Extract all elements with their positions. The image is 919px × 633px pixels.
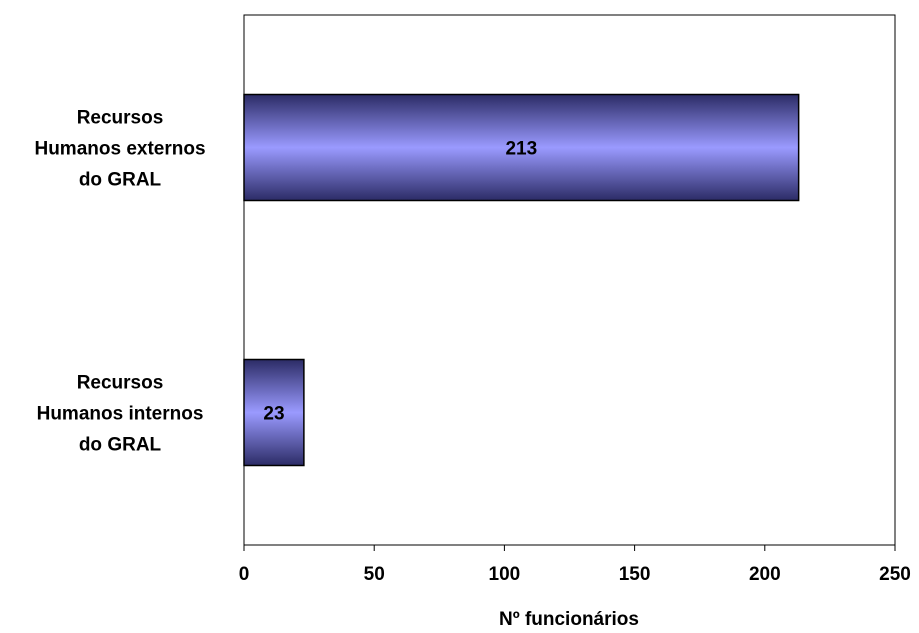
bars-layer: 213 23 bbox=[243, 93, 800, 467]
category-axis: Recursos Humanos externos do GRAL Recursos H… bbox=[34, 108, 205, 456]
category-label-line: Humanos internos bbox=[37, 404, 204, 425]
category-label-1: Recursos Humanos internos do GRAL bbox=[37, 373, 204, 456]
category-label-line: Humanos externos bbox=[34, 139, 205, 160]
category-label-0: Recursos Humanos externos do GRAL bbox=[34, 108, 205, 191]
x-axis-label: Nº funcionários bbox=[499, 609, 639, 630]
bar-0 bbox=[243, 93, 800, 202]
data-label-1: 23 bbox=[263, 404, 284, 425]
category-label-line: Recursos bbox=[77, 373, 164, 394]
x-tick-label: 150 bbox=[619, 564, 651, 585]
category-label-line: Recursos bbox=[77, 108, 164, 129]
category-label-line: do GRAL bbox=[79, 170, 162, 191]
category-label-line: do GRAL bbox=[79, 435, 162, 456]
bar-1 bbox=[243, 358, 305, 467]
x-tick-label: 200 bbox=[749, 564, 781, 585]
x-tick-label: 50 bbox=[364, 564, 385, 585]
x-tick-label: 0 bbox=[239, 564, 250, 585]
data-label-0: 213 bbox=[505, 139, 537, 160]
x-tick-label: 250 bbox=[879, 564, 911, 585]
x-axis: 0 50 100 150 200 250 bbox=[239, 545, 911, 585]
x-tick-label: 100 bbox=[489, 564, 521, 585]
